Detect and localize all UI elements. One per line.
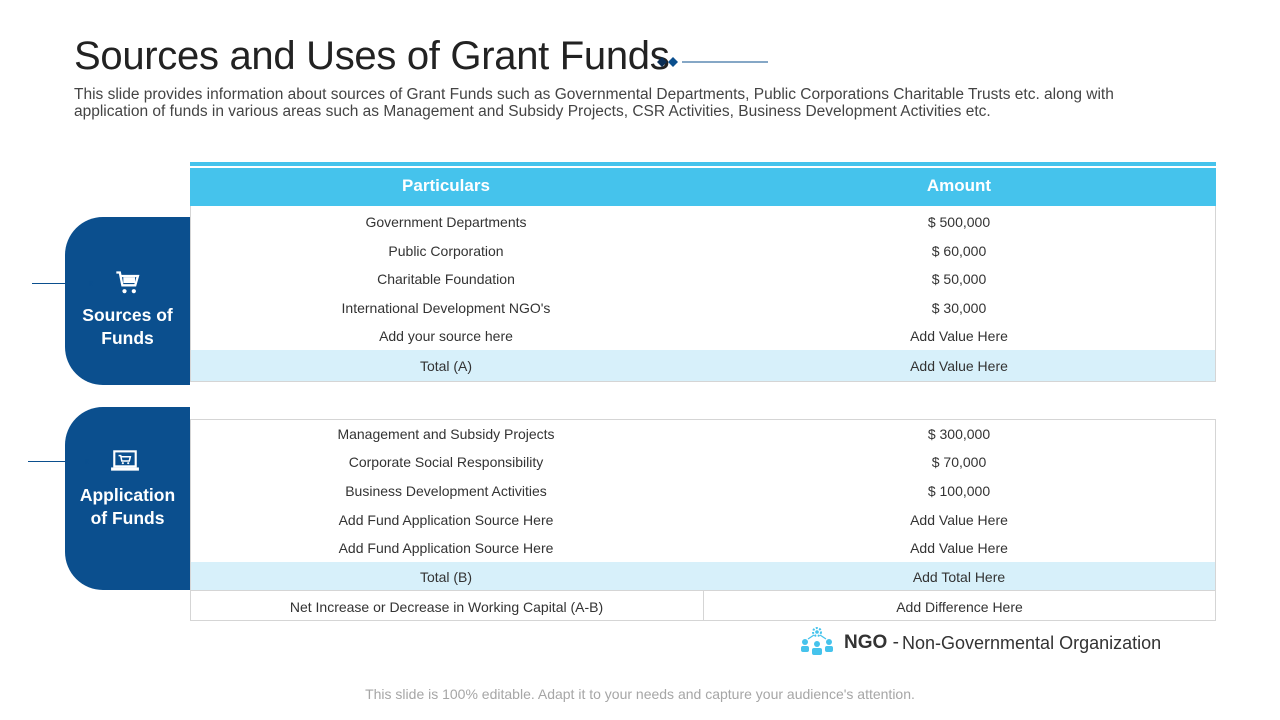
sources-table-body [190,206,1216,382]
cart-icon [116,271,140,294]
particular-cell: Add Fund Application Source Here [338,540,554,556]
applications-total-row-background [191,562,1215,590]
particular-cell: Add Fund Application Source Here [338,512,554,528]
particular-cell: Public Corporation [388,243,504,259]
net-change-divider [703,591,704,620]
particular-cell: International Development NGO's [341,300,551,316]
sources-connector-line [32,283,90,284]
particular-cell: Management and Subsidy Projects [337,426,555,442]
amount-cell: $ 70,000 [931,454,987,470]
table-header: Particulars Amount [190,168,1216,206]
total-a-label: Total (A) [419,358,473,374]
amount-cell: Add Value Here [910,328,1008,344]
particular-cell: Add your source here [379,328,513,344]
sources-tab: Sources of Funds [65,217,190,385]
applications-chevrons-icon: ››› [84,454,90,468]
total-b-label: Total (B) [419,569,473,585]
applications-tab-label: Application of Funds [79,485,176,528]
amount-cell: $ 300,000 [927,426,991,442]
net-change-label: Net Increase or Decrease in Working Capi… [289,599,604,615]
applications-connector-line [28,461,88,462]
net-change-value: Add Difference Here [896,599,1023,615]
particular-cell: Charitable Foundation [377,271,515,287]
particular-cell: Government Departments [365,214,527,230]
sources-total-row-background [191,350,1215,381]
laptop-cart-icon [111,450,139,471]
amount-cell: $ 100,000 [927,483,991,499]
header-amount: Amount [926,176,992,195]
ngo-dash: - [892,632,899,653]
slide-subtitle: This slide provides information about so… [74,86,1114,120]
slide-footer: This slide is 100% editable. Adapt it to… [365,686,915,702]
amount-cell: $ 500,000 [927,214,991,230]
table-header-accent-line [190,162,1216,166]
ngo-full-name: Non-Governmental Organization [902,633,1162,653]
applications-tab: Application of Funds [65,407,190,590]
particular-cell: Business Development Activities [345,483,547,499]
sources-chevrons-icon: ››› [88,276,94,290]
amount-cell: $ 50,000 [931,271,987,287]
people-network-icon [801,627,833,655]
sources-tab-label: Sources of Funds [82,305,173,348]
particular-cell: Corporate Social Responsibility [348,454,544,470]
total-b-value: Add Total Here [912,569,1006,585]
net-change-row-border [190,590,1216,621]
amount-cell: $ 60,000 [931,243,987,259]
slide-title: Sources and Uses of Grant Funds [74,34,670,78]
header-particulars: Particulars [402,176,490,195]
amount-cell: Add Value Here [910,540,1008,556]
ngo-abbr-text: NGO [844,632,888,653]
amount-cell: Add Value Here [910,512,1008,528]
total-a-value: Add Value Here [910,358,1008,374]
amount-cell: $ 30,000 [931,300,987,316]
ngo-abbreviation: NGO - [844,632,899,654]
title-diamond-decoration [657,57,768,67]
